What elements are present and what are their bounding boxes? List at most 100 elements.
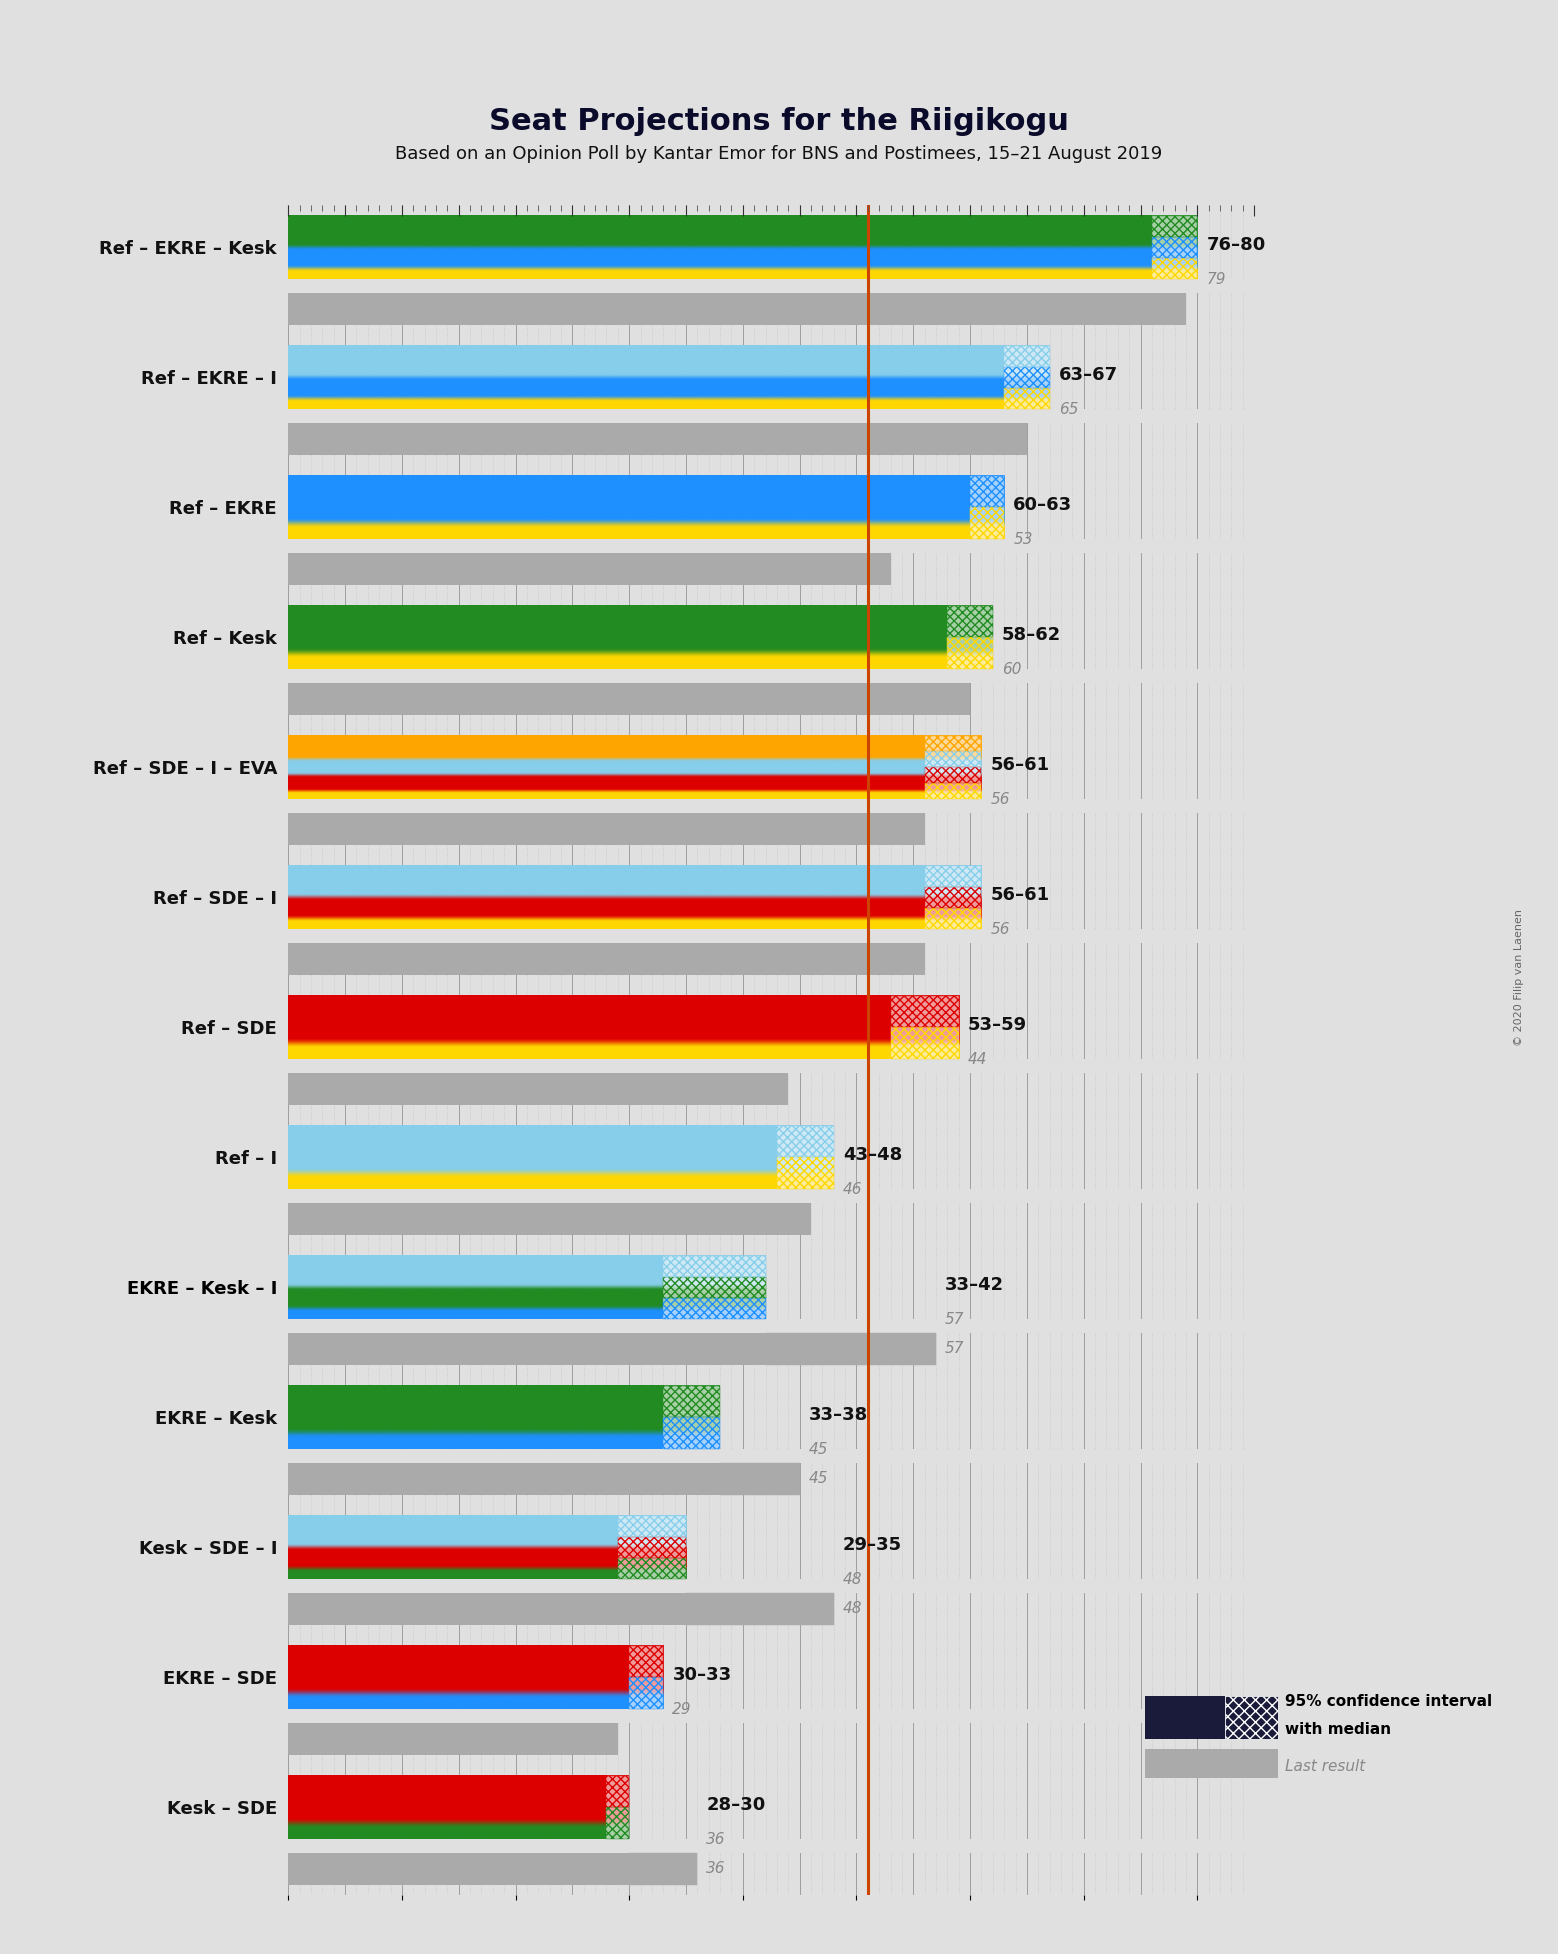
Bar [629,1677,664,1710]
Bar [288,1464,720,1495]
Bar [777,1157,834,1188]
Bar [288,539,1254,553]
Bar [924,768,982,784]
Bar [606,1776,629,1807]
Text: 56: 56 [991,791,1010,807]
Bar [288,1579,1254,1593]
Text: 28–30: 28–30 [706,1796,765,1813]
Text: 53: 53 [1013,531,1033,547]
Bar [664,1417,720,1450]
Bar [288,668,1254,682]
Bar [1005,387,1050,408]
Bar [1151,215,1198,236]
Text: 57: 57 [946,1340,964,1356]
Text: Seat Projections for the Riigikogu: Seat Projections for the Riigikogu [489,107,1069,137]
Bar [1145,1696,1225,1739]
Bar [777,1126,834,1157]
Text: 95% confidence interval: 95% confidence interval [1285,1694,1493,1710]
Text: 65: 65 [1059,403,1078,416]
Bar [288,1333,765,1366]
Bar [891,997,958,1059]
Text: 33–38: 33–38 [809,1407,868,1424]
Text: 79: 79 [1206,272,1226,287]
Bar [619,1557,686,1579]
Bar [686,1593,834,1626]
Bar [288,799,1254,813]
Text: 48: 48 [843,1602,862,1616]
Bar [288,293,1186,324]
Bar [765,1333,936,1366]
Bar [664,1297,765,1319]
Bar [664,1256,765,1319]
Bar [971,475,1005,508]
Text: 44: 44 [968,1051,988,1067]
Bar [777,1126,834,1188]
Text: 56: 56 [991,922,1010,938]
Bar [924,784,982,799]
Bar [288,553,891,584]
Bar [947,606,992,637]
Bar [288,813,924,844]
Bar [288,422,1027,455]
Text: © 2020 Filip van Laenen: © 2020 Filip van Laenen [1514,909,1524,1045]
Bar [288,942,924,975]
Text: 53–59: 53–59 [968,1016,1027,1034]
Text: 45: 45 [809,1471,829,1487]
Bar [765,1333,936,1366]
Bar [288,1852,629,1886]
Bar [924,887,982,909]
Bar [891,997,958,1028]
Bar [1005,346,1050,408]
Bar [924,866,982,928]
Bar [924,909,982,928]
Bar [619,1536,686,1557]
Bar [619,1516,686,1536]
Bar [288,1723,619,1755]
Bar [629,1645,664,1677]
Text: 56–61: 56–61 [991,885,1050,905]
Bar [288,1204,812,1235]
Bar [288,1450,1254,1464]
Bar [288,408,1254,422]
Bar [664,1385,720,1417]
Bar [947,637,992,668]
Bar [1151,215,1198,279]
Text: 45: 45 [809,1442,829,1458]
Bar [924,866,982,887]
Bar [664,1276,765,1297]
Text: 60: 60 [1002,662,1022,676]
Bar [924,752,982,768]
Text: 29: 29 [673,1702,692,1718]
Bar [1005,367,1050,387]
Text: 36: 36 [706,1833,726,1847]
Text: 29–35: 29–35 [843,1536,902,1553]
Bar [288,279,1254,293]
Text: 76–80: 76–80 [1206,236,1265,254]
Bar [288,1059,1254,1073]
Bar [664,1256,765,1276]
Bar [288,1188,1254,1204]
Bar [288,1073,788,1104]
Bar [1151,258,1198,279]
Bar [1225,1696,1278,1739]
Text: 56–61: 56–61 [991,756,1050,774]
Bar [629,1645,664,1710]
Bar [1151,236,1198,258]
Bar [288,928,1254,942]
Bar [686,1593,834,1626]
Bar [924,735,982,752]
Text: 57: 57 [946,1311,964,1327]
Bar [1005,346,1050,367]
Bar [629,1852,698,1886]
Bar [720,1464,799,1495]
Bar [629,1852,698,1886]
Text: 46: 46 [843,1182,862,1198]
Bar [947,606,992,668]
Bar [924,735,982,799]
Bar [288,1710,1254,1723]
Bar [664,1385,720,1450]
Bar [288,1839,1254,1852]
Text: Based on an Opinion Poll by Kantar Emor for BNS and Postimees, 15–21 August 2019: Based on an Opinion Poll by Kantar Emor … [396,145,1162,162]
Text: with median: with median [1285,1721,1391,1737]
Bar [288,1319,1254,1333]
